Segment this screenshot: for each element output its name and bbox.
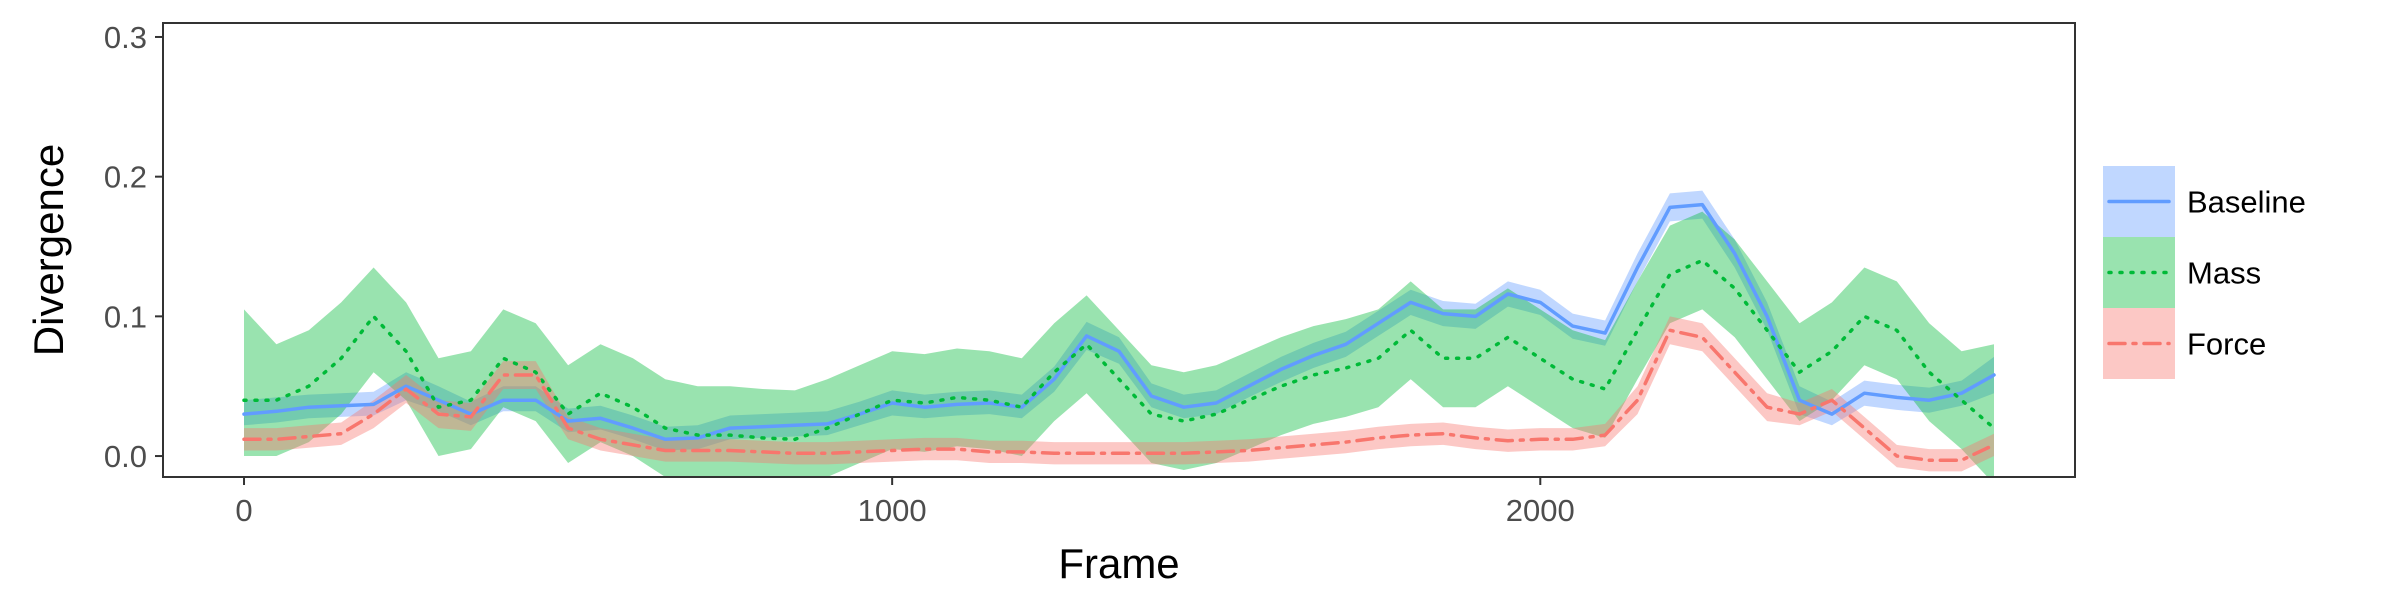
baseline-legend-label: Baseline <box>2187 185 2306 220</box>
y-axis-title: Divergence <box>25 144 72 356</box>
mass-line <box>242 258 1996 442</box>
y-axis: 0.0 0.1 0.2 0.3 <box>104 20 163 474</box>
y-tick-label: 0.3 <box>104 20 147 55</box>
y-tick-label: 0.2 <box>104 160 147 195</box>
mass-ribbon <box>244 211 1994 477</box>
plot-panel-border <box>162 22 2076 478</box>
ribbons <box>244 190 1994 477</box>
mass-legend-label: Mass <box>2187 256 2261 291</box>
y-tick-label: 0.1 <box>104 299 147 334</box>
baseline-line <box>242 202 1996 442</box>
x-axis-title: Frame <box>1058 540 1179 587</box>
x-axis: 0 1000 2000 <box>235 477 1575 528</box>
force-ribbon <box>244 316 1994 472</box>
x-tick-label: 0 <box>235 493 252 528</box>
legend: Baseline Mass Force <box>2103 166 2306 379</box>
force-line <box>242 328 1996 462</box>
series-lines <box>242 202 1996 462</box>
x-tick-label: 1000 <box>858 493 927 528</box>
y-tick-label: 0.0 <box>104 439 147 474</box>
force-legend-label: Force <box>2187 327 2266 362</box>
x-tick-label: 2000 <box>1506 493 1575 528</box>
